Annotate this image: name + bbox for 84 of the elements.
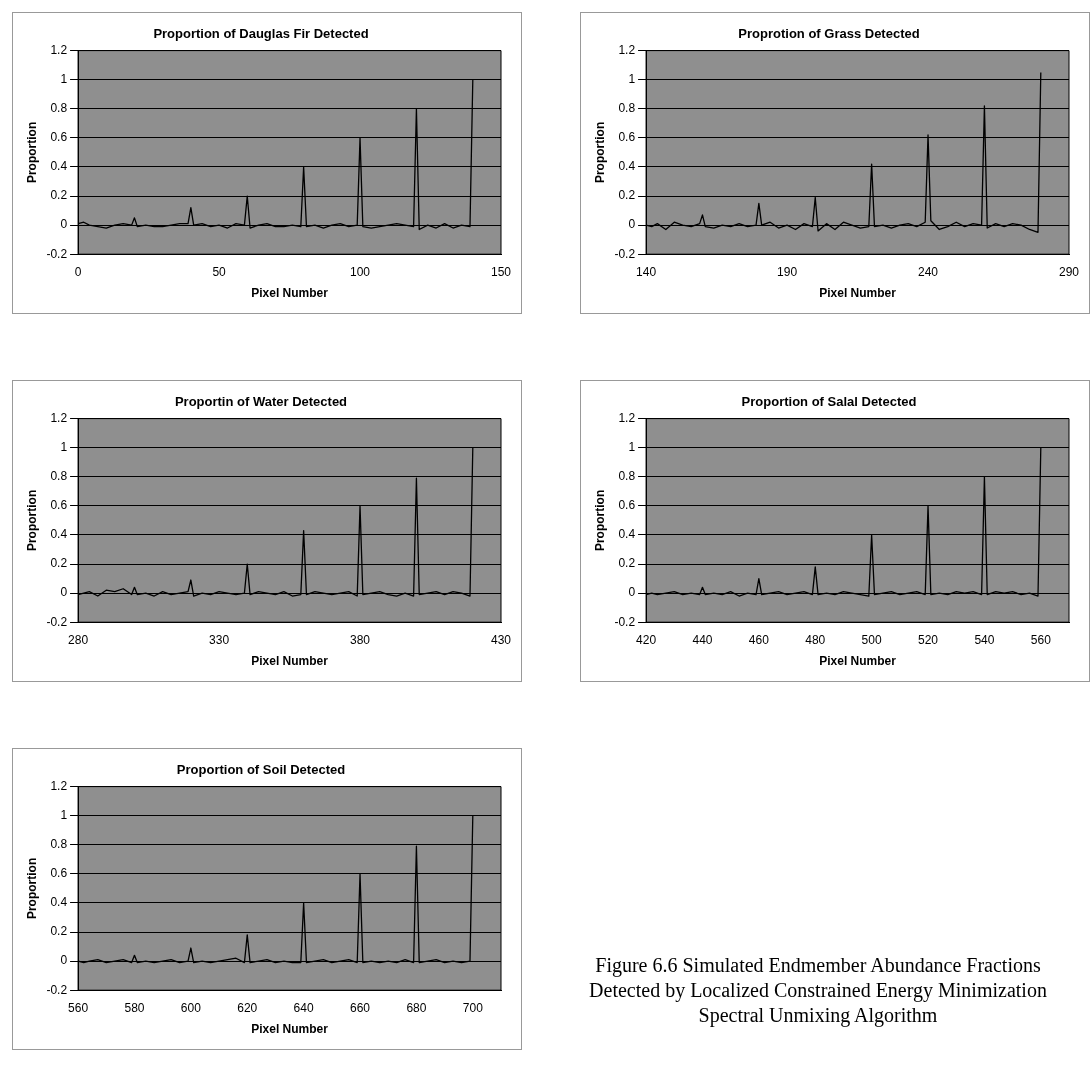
y-tick-label: -0.2 [46, 614, 68, 629]
x-tick-label: 0 [74, 264, 82, 279]
x-tick-label: 560 [68, 1000, 89, 1015]
y-tick-label: 0.6 [618, 498, 636, 513]
y-tick-label: 0.2 [50, 556, 68, 571]
x-tick-label: 430 [490, 632, 512, 647]
x-tick-label: 460 [748, 632, 770, 647]
x-tick-label: 100 [350, 264, 371, 279]
chart-title: Proportion of Soil Detected [176, 762, 346, 778]
y-tick-label: 0.2 [50, 924, 68, 939]
x-tick-label: 480 [805, 632, 826, 647]
y-tick-label: 1.2 [618, 42, 636, 57]
y-tick-label: -0.2 [46, 246, 68, 261]
y-tick-label: -0.2 [614, 614, 636, 629]
y-axis-title: Proportion [24, 489, 39, 552]
x-tick-label: 560 [1030, 632, 1052, 647]
y-tick-label: 0.2 [618, 556, 636, 571]
x-axis-title: Pixel Number [251, 1022, 329, 1037]
x-axis-title: Pixel Number [819, 286, 897, 301]
x-tick-label: 280 [68, 632, 89, 647]
x-tick-label: 580 [124, 1000, 145, 1015]
y-tick-label: 0.6 [618, 130, 636, 145]
y-tick-label: -0.2 [46, 982, 68, 997]
y-tick-label: 1.2 [50, 42, 68, 57]
x-tick-label: 660 [350, 1000, 371, 1015]
y-tick-label: 0.2 [618, 188, 636, 203]
x-tick-label: 140 [636, 264, 657, 279]
y-tick-label: 0.2 [50, 188, 68, 203]
y-tick-label: -0.2 [614, 246, 636, 261]
chart-title: Proportion of Salal Detected [741, 394, 917, 410]
y-tick-label: 0 [60, 217, 68, 232]
y-tick-label: 0 [60, 953, 68, 968]
y-tick-label: 0.8 [618, 469, 636, 484]
y-tick-label: 1.2 [618, 410, 636, 425]
x-tick-label: 500 [861, 632, 882, 647]
caption: Figure 6.6 Simulated Endmember Abundance Fractions Detected by Localized Constrained Energy Minimization Spectral Unmixing Algorithm [588, 953, 1048, 1028]
chart-title: Proportin of Water Detected [174, 394, 348, 410]
x-tick-label: 700 [462, 1000, 484, 1015]
x-tick-label: 380 [350, 632, 371, 647]
y-axis-title: Proportion [24, 857, 39, 920]
y-tick-label: 1.2 [50, 778, 68, 793]
x-tick-label: 620 [237, 1000, 258, 1015]
y-tick-label: 1.2 [50, 410, 68, 425]
x-axis-title: Pixel Number [251, 286, 329, 301]
x-axis-title: Pixel Number [251, 654, 329, 669]
x-tick-label: 240 [918, 264, 939, 279]
y-tick-label: 1 [60, 440, 68, 454]
x-tick-label: 150 [490, 264, 512, 279]
y-tick-label: 0 [628, 217, 636, 232]
y-tick-label: 0.8 [618, 101, 636, 116]
y-tick-label: 1 [60, 808, 68, 822]
y-tick-label: 0.4 [618, 527, 636, 542]
y-tick-label: 0.8 [50, 101, 68, 116]
y-tick-label: 0 [60, 585, 68, 600]
y-axis-title: Proportion [592, 121, 607, 184]
x-tick-label: 540 [974, 632, 995, 647]
y-tick-label: 0.6 [50, 130, 68, 145]
x-tick-label: 420 [636, 632, 657, 647]
y-tick-label: 1 [628, 72, 636, 86]
chart-title: Proprotion of Grass Detected [738, 26, 920, 42]
y-tick-label: 0.6 [50, 498, 68, 513]
y-tick-label: 0.4 [50, 159, 68, 174]
x-tick-label: 640 [293, 1000, 314, 1015]
x-tick-label: 440 [692, 632, 713, 647]
y-tick-label: 0.4 [50, 527, 68, 542]
x-tick-label: 600 [180, 1000, 202, 1015]
y-tick-label: 1 [60, 72, 68, 86]
y-tick-label: 0.8 [50, 469, 68, 484]
y-tick-label: 0 [628, 585, 636, 600]
chart-title: Proportion of Dauglas Fir Detected [153, 26, 369, 42]
y-axis-title: Proportion [24, 121, 39, 184]
x-axis-title: Pixel Number [819, 654, 897, 669]
y-tick-label: 0.8 [50, 837, 68, 852]
y-axis-title: Proportion [592, 489, 607, 552]
x-tick-label: 520 [918, 632, 939, 647]
y-tick-label: 1 [628, 440, 636, 454]
y-tick-label: 0.4 [618, 159, 636, 174]
x-tick-label: 190 [777, 264, 798, 279]
x-tick-label: 50 [212, 264, 227, 279]
y-tick-label: 0.4 [50, 895, 68, 910]
x-tick-label: 330 [209, 632, 230, 647]
y-tick-label: 0.6 [50, 866, 68, 881]
x-tick-label: 290 [1058, 264, 1080, 279]
x-tick-label: 680 [406, 1000, 427, 1015]
